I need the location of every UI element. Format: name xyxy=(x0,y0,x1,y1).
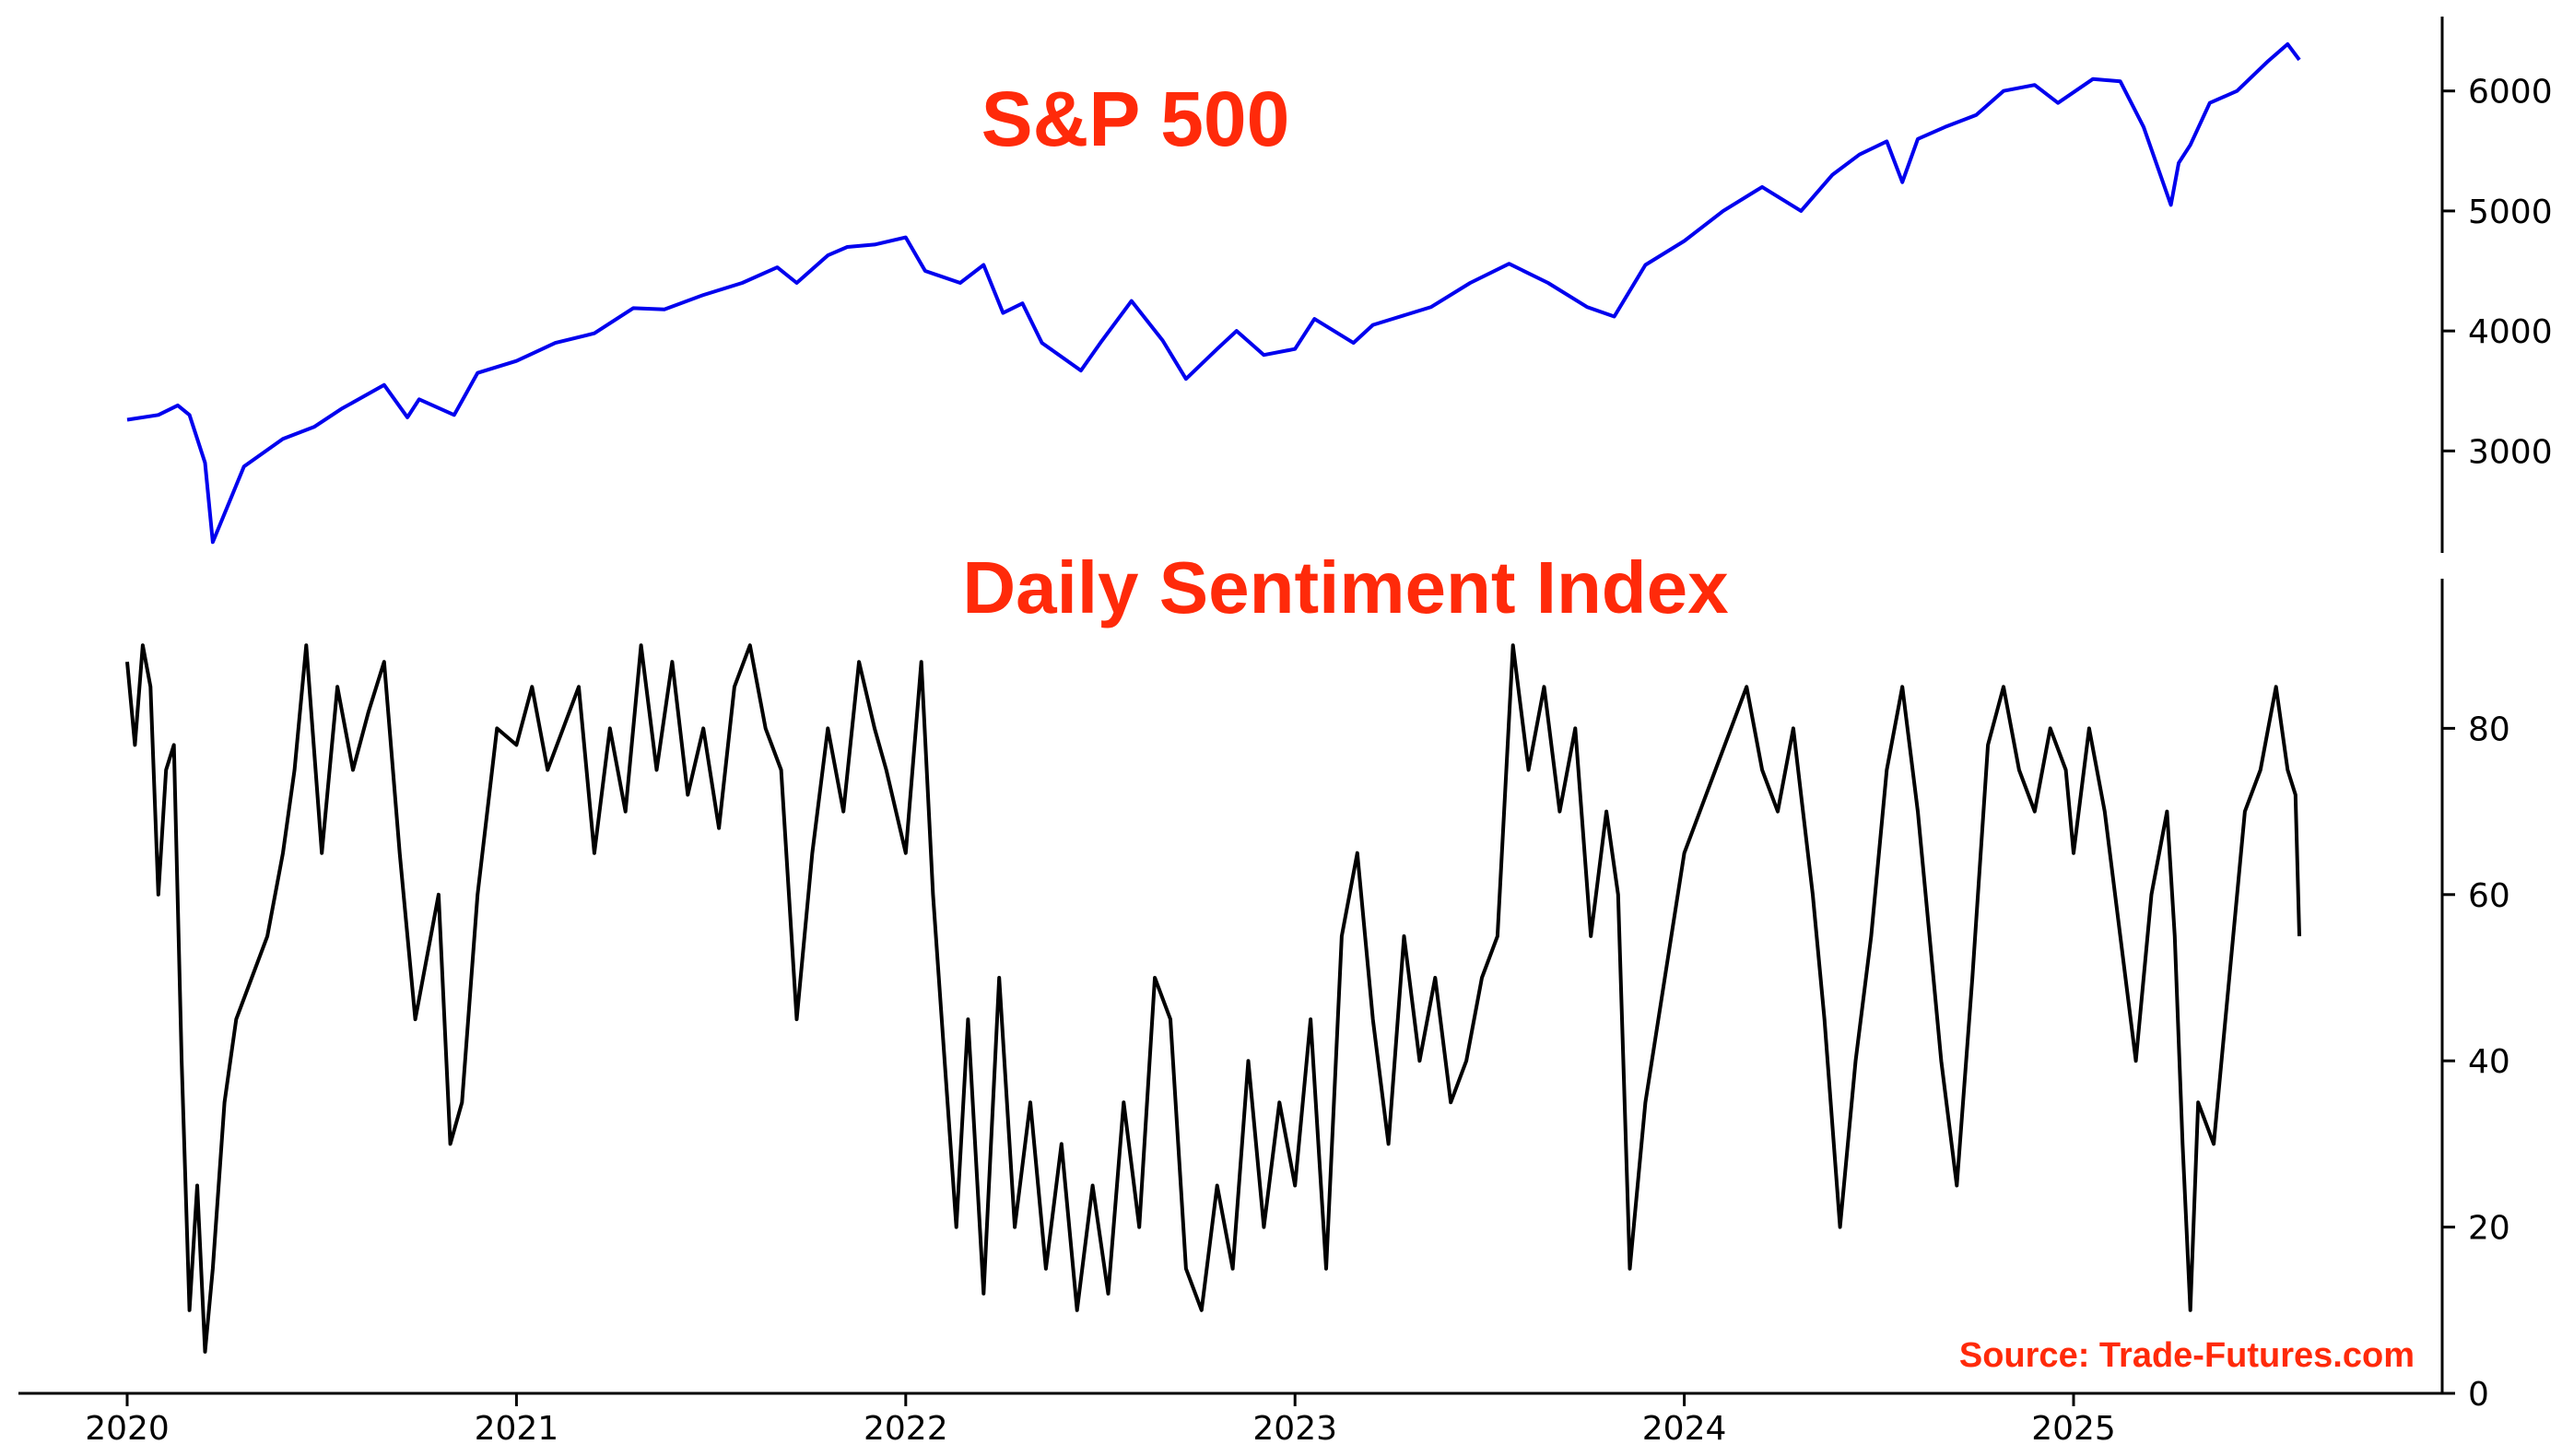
sentiment-y-tick-label: 40 xyxy=(2468,1043,2510,1081)
sp500-series-line xyxy=(126,41,2301,545)
x-tick-label: 2022 xyxy=(864,1410,948,1448)
x-tick-label: 2021 xyxy=(475,1410,559,1448)
sentiment-y-tick-label: 0 xyxy=(2468,1376,2489,1414)
sp500-y-tick-label: 3000 xyxy=(2468,433,2553,471)
sentiment-title: Daily Sentiment Index xyxy=(962,546,1728,628)
x-tick-label: 2020 xyxy=(85,1410,170,1448)
x-tick-label: 2025 xyxy=(2031,1410,2116,1448)
sp500-y-tick-label: 4000 xyxy=(2468,313,2553,351)
sentiment-y-tick-label: 20 xyxy=(2468,1210,2510,1248)
sp500-y-tick-label: 6000 xyxy=(2468,74,2553,112)
x-ticks: 2020 2021 2022 2023 2024 2025 xyxy=(85,1393,2116,1448)
source-label: Source: Trade-Futures.com xyxy=(1959,1336,2415,1375)
sp500-y-ticks: 3000 4000 5000 6000 xyxy=(2442,74,2553,471)
sentiment-panel: Daily Sentiment Index 0 20 40 60 80 2020 2021… xyxy=(18,546,2510,1448)
sp500-title: S&P 500 xyxy=(981,76,1290,162)
sentiment-y-tick-label: 80 xyxy=(2468,710,2510,748)
sp500-panel: S&P 500 3000 4000 5000 6000 xyxy=(126,17,2553,553)
sentiment-series-line xyxy=(125,643,2301,1354)
x-tick-label: 2024 xyxy=(1642,1410,1727,1448)
sentiment-y-tick-label: 60 xyxy=(2468,877,2510,915)
sp500-y-tick-label: 5000 xyxy=(2468,194,2553,231)
x-tick-label: 2023 xyxy=(1252,1410,1337,1448)
sentiment-y-ticks: 0 20 40 60 80 xyxy=(2442,710,2510,1414)
